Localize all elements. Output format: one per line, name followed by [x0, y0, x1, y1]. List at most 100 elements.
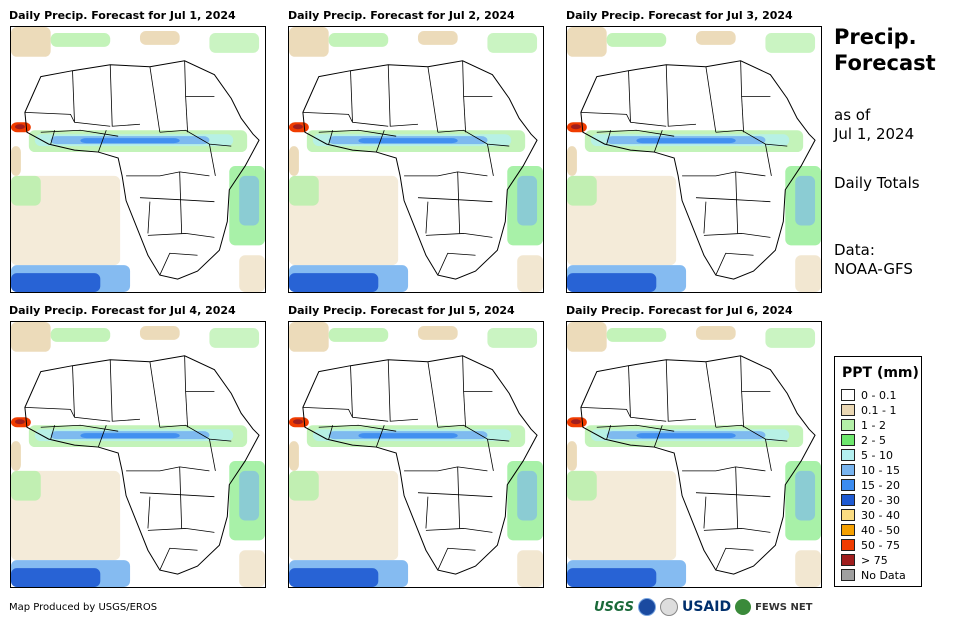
legend-item: 30 - 40 — [841, 509, 900, 523]
country-border — [375, 130, 385, 153]
precip-area — [358, 433, 458, 439]
precip-area — [517, 255, 543, 292]
side-title-line2: Forecast — [834, 51, 936, 75]
country-border — [425, 528, 493, 533]
legend-item: 0.1 - 1 — [841, 404, 896, 418]
precip-area — [417, 326, 458, 340]
country-border — [653, 130, 663, 153]
precip-area — [795, 550, 821, 587]
data-source-line1: Data: — [834, 241, 875, 259]
country-border — [139, 492, 215, 498]
legend-item: > 75 — [841, 554, 888, 568]
country-border — [149, 66, 161, 133]
precip-area — [139, 31, 180, 45]
daily-totals-label: Daily Totals — [834, 174, 920, 192]
precip-area — [11, 27, 51, 57]
country-border — [97, 130, 107, 153]
legend-label: 40 - 50 — [861, 524, 900, 537]
legend-swatch — [841, 494, 855, 506]
precip-area — [11, 175, 41, 206]
precip-area — [289, 175, 319, 206]
legend-swatch — [841, 554, 855, 566]
legend-swatch — [841, 404, 855, 416]
precip-area — [751, 470, 782, 511]
panel-title-jul1: Daily Precip. Forecast for Jul 1, 2024 — [9, 9, 236, 22]
precip-area — [11, 146, 21, 176]
side-title-line1: Precip. — [834, 25, 917, 49]
country-border — [741, 96, 745, 133]
precip-area — [195, 470, 226, 511]
country-border — [417, 492, 493, 498]
map-panel-jul3 — [566, 26, 822, 293]
country-border — [715, 547, 754, 571]
legend-item: 50 - 75 — [841, 539, 900, 553]
precip-area — [636, 433, 736, 439]
legend-title: PPT (mm) — [842, 365, 919, 381]
country-border — [765, 439, 772, 471]
precip-area — [487, 327, 538, 348]
precip-area — [517, 470, 538, 521]
continent-outline — [302, 355, 538, 575]
footer-credit: Map Produced by USGS/EROS — [9, 602, 158, 613]
precip-area — [209, 32, 260, 53]
precip-area — [80, 138, 180, 144]
country-border — [185, 391, 189, 428]
country-border — [437, 424, 510, 442]
legend-swatch — [841, 464, 855, 476]
country-border — [580, 111, 667, 127]
country-border — [703, 496, 707, 529]
country-border — [606, 425, 612, 440]
country-border — [653, 425, 663, 448]
country-border — [425, 233, 493, 238]
legend-label: 0 - 0.1 — [861, 389, 897, 402]
legend-label: 2 - 5 — [861, 434, 886, 447]
precip-area — [14, 419, 25, 425]
legend-item: 15 - 20 — [841, 479, 900, 493]
country-border — [209, 439, 216, 471]
precip-area — [289, 441, 299, 471]
precip-area — [239, 470, 260, 521]
country-border — [457, 466, 461, 529]
precip-area — [11, 568, 101, 587]
country-border — [109, 64, 141, 127]
country-border — [695, 197, 771, 203]
country-border — [715, 424, 788, 442]
country-border — [24, 111, 111, 127]
country-border — [159, 252, 198, 276]
africa-precip-map — [11, 322, 265, 587]
asof-line2: Jul 1, 2024 — [834, 125, 915, 143]
country-border — [72, 70, 75, 123]
legend-label: 15 - 20 — [861, 479, 900, 492]
country-border — [147, 528, 215, 533]
legend-item: No Data — [841, 569, 906, 583]
country-border — [705, 361, 717, 428]
asof-line1: as of — [834, 106, 871, 124]
precip-area — [289, 322, 329, 352]
country-border — [404, 466, 488, 472]
precip-area — [567, 273, 657, 292]
africa-precip-map — [567, 322, 821, 587]
precip-area — [517, 550, 543, 587]
africa-precip-map — [567, 27, 821, 292]
precip-area — [567, 322, 607, 352]
country-border — [50, 425, 56, 440]
country-border — [147, 233, 215, 238]
legend-swatch — [841, 389, 855, 401]
precip-area — [292, 419, 303, 425]
partner-logos: USGS USAID FEWS NET — [594, 596, 826, 618]
precip-area — [567, 568, 657, 587]
precip-area — [517, 175, 538, 226]
country-border — [149, 361, 161, 428]
legend-label: 1 - 2 — [861, 419, 886, 432]
precip-area — [795, 470, 816, 521]
country-border — [463, 391, 467, 428]
country-border — [437, 252, 476, 276]
country-border — [417, 197, 493, 203]
country-border — [463, 96, 467, 133]
legend-label: 10 - 15 — [861, 464, 900, 477]
africa-precip-map — [11, 27, 265, 292]
precip-area — [567, 146, 577, 176]
panel-title-jul6: Daily Precip. Forecast for Jul 6, 2024 — [566, 304, 793, 317]
country-border — [139, 197, 215, 203]
precip-area — [50, 327, 111, 342]
